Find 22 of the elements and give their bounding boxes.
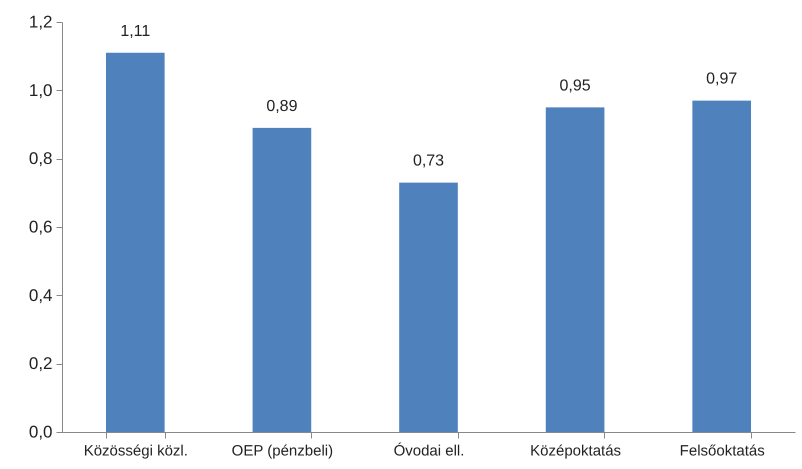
bar (252, 128, 312, 432)
x-tick-label: Óvodai ell. (394, 442, 464, 460)
x-tick-label: Közösségi közl. (84, 442, 188, 460)
bar (106, 52, 165, 432)
data-label: 0,73 (412, 152, 444, 170)
x-tick-label: Középoktatás (530, 442, 622, 460)
data-label: 0,89 (266, 98, 298, 115)
data-label: 1,11 (120, 22, 150, 40)
bar (546, 107, 604, 432)
data-label: 0,97 (706, 70, 738, 88)
bar (692, 100, 752, 432)
y-tick-label: 0,8 (28, 149, 52, 168)
y-tick-label: 0,2 (28, 354, 52, 374)
y-tick-label: 0,4 (28, 286, 52, 305)
data-label: 0,95 (560, 77, 591, 94)
y-tick-label: 1,2 (28, 12, 52, 32)
y-tick-label: 1,0 (28, 80, 52, 100)
y-tick-label: 0,6 (28, 218, 52, 236)
x-tick-label: OEP (pénzbeli) (232, 442, 334, 460)
x-tick-label: Felsőoktatás (680, 442, 765, 460)
bar (399, 182, 458, 432)
y-tick-label: 0,0 (28, 422, 52, 442)
